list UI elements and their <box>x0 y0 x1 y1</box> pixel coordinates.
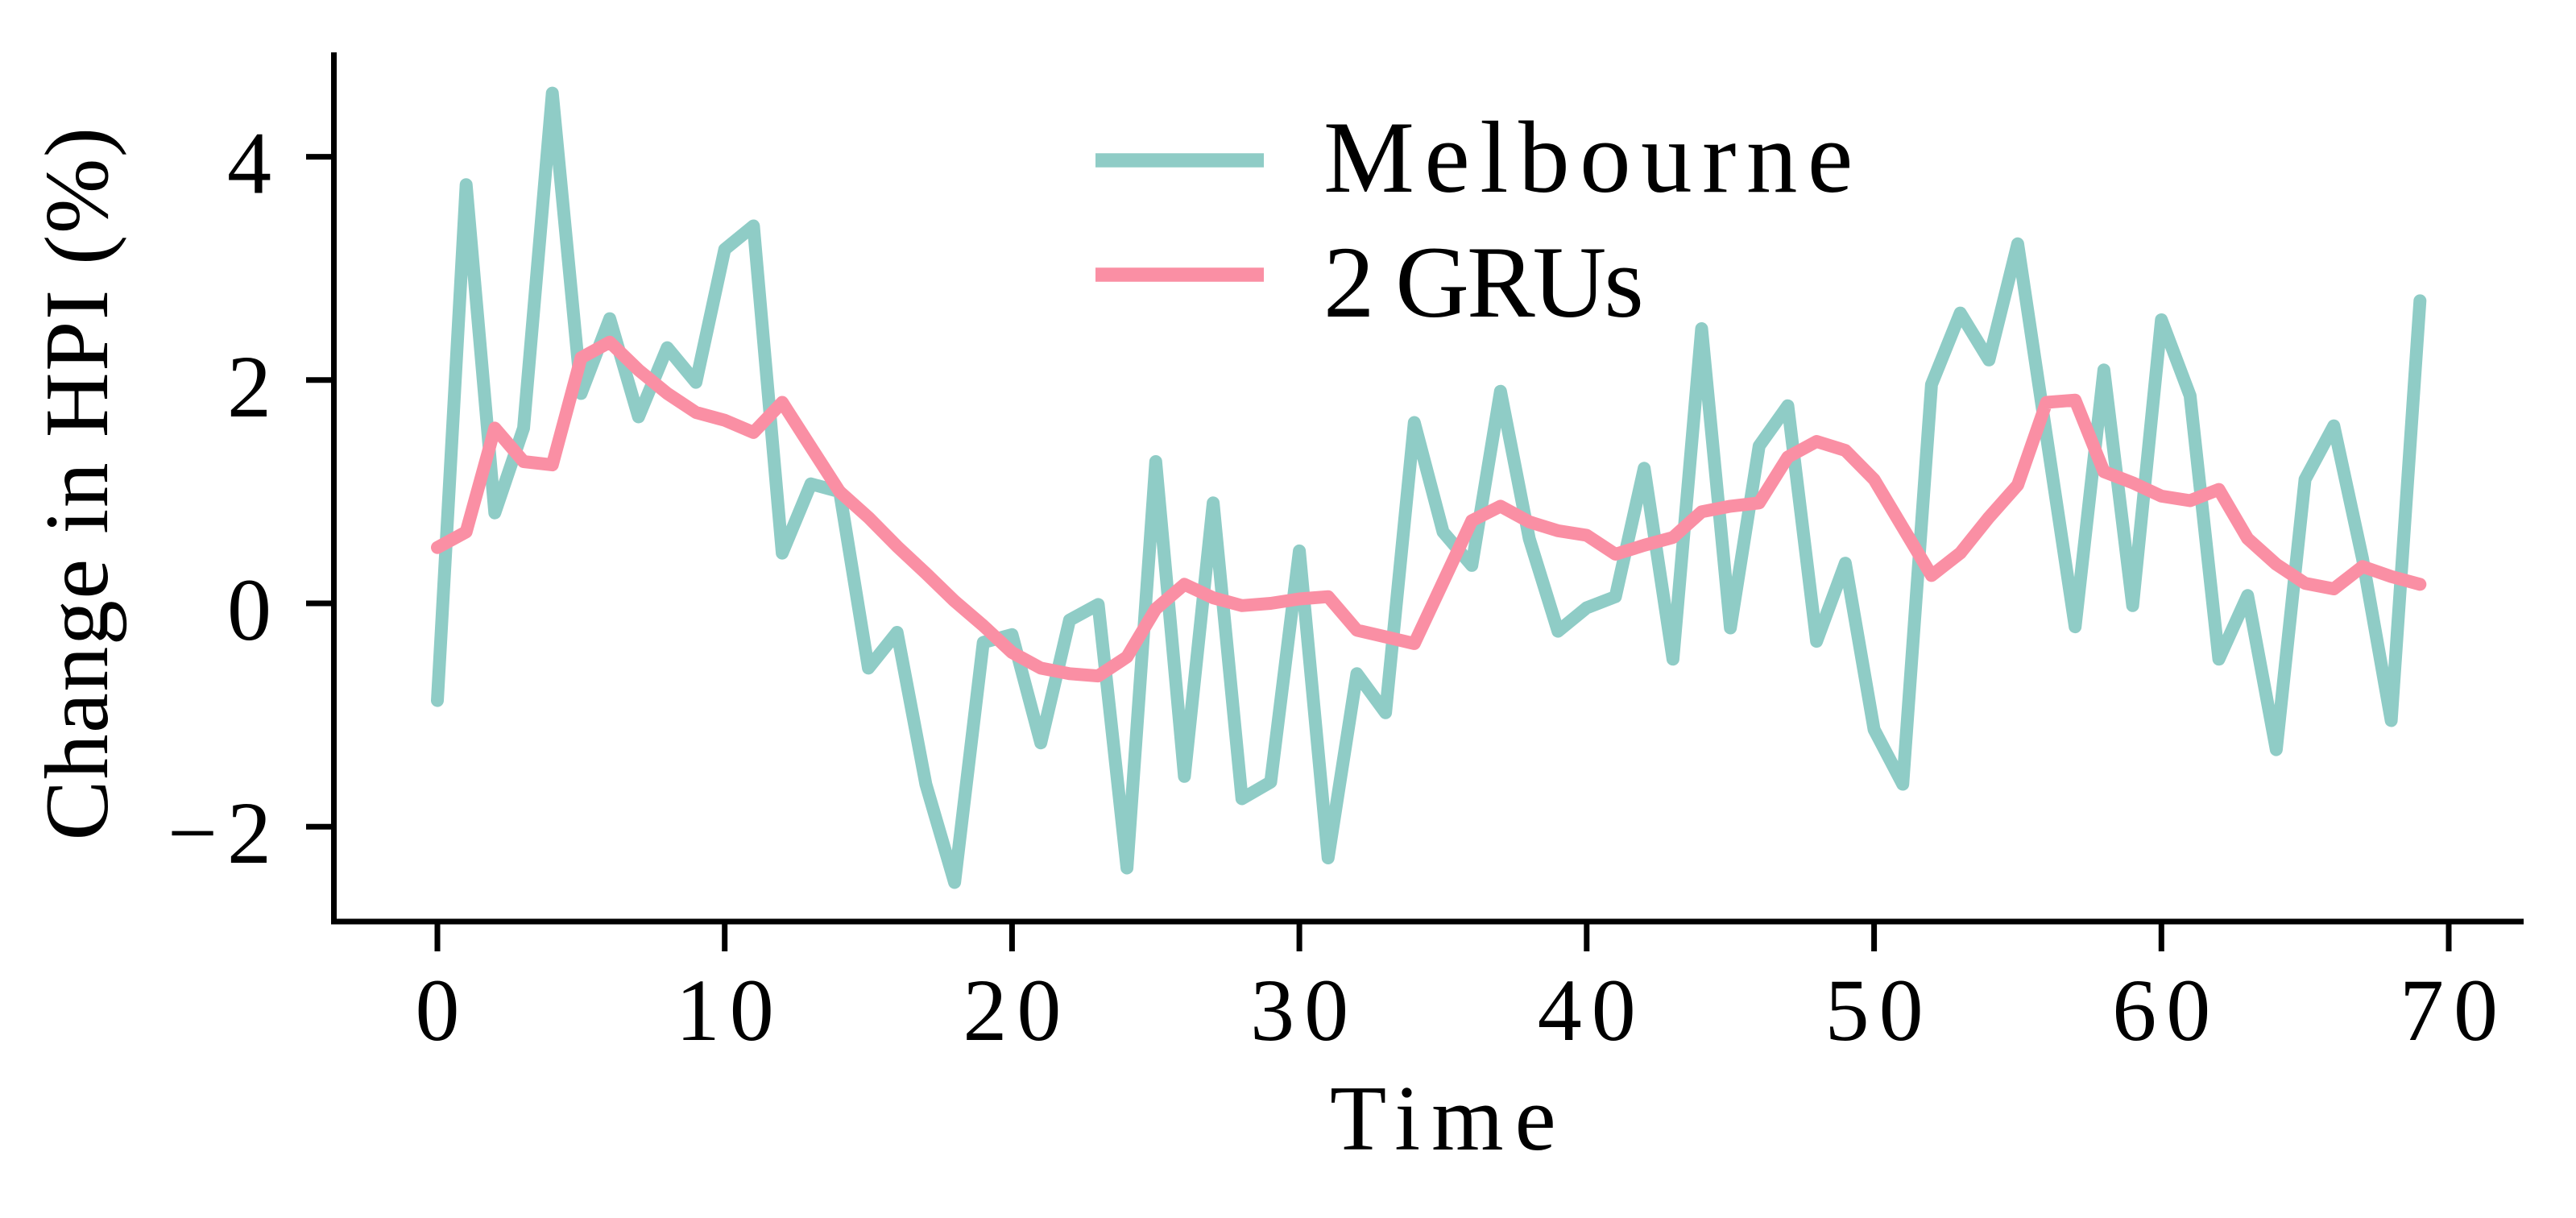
svg-text:Time: Time <box>1330 1067 1568 1170</box>
svg-text:50: 50 <box>1825 961 1933 1059</box>
svg-text:10: 10 <box>676 961 784 1059</box>
svg-text:60: 60 <box>2112 961 2220 1059</box>
svg-text:40: 40 <box>1538 961 1646 1059</box>
svg-text:2 GRUs: 2 GRUs <box>1323 226 1642 339</box>
svg-text:2: 2 <box>227 338 271 436</box>
svg-text:4: 4 <box>227 114 271 213</box>
svg-text:Melbourne: Melbourne <box>1323 102 1863 214</box>
svg-text:−2: −2 <box>168 784 281 882</box>
svg-text:Change in HPI (%): Change in HPI (%) <box>27 126 127 840</box>
svg-text:0: 0 <box>227 561 271 659</box>
svg-text:70: 70 <box>2400 961 2508 1059</box>
svg-text:0: 0 <box>416 961 460 1059</box>
svg-text:20: 20 <box>963 961 1071 1059</box>
svg-text:30: 30 <box>1250 961 1358 1059</box>
